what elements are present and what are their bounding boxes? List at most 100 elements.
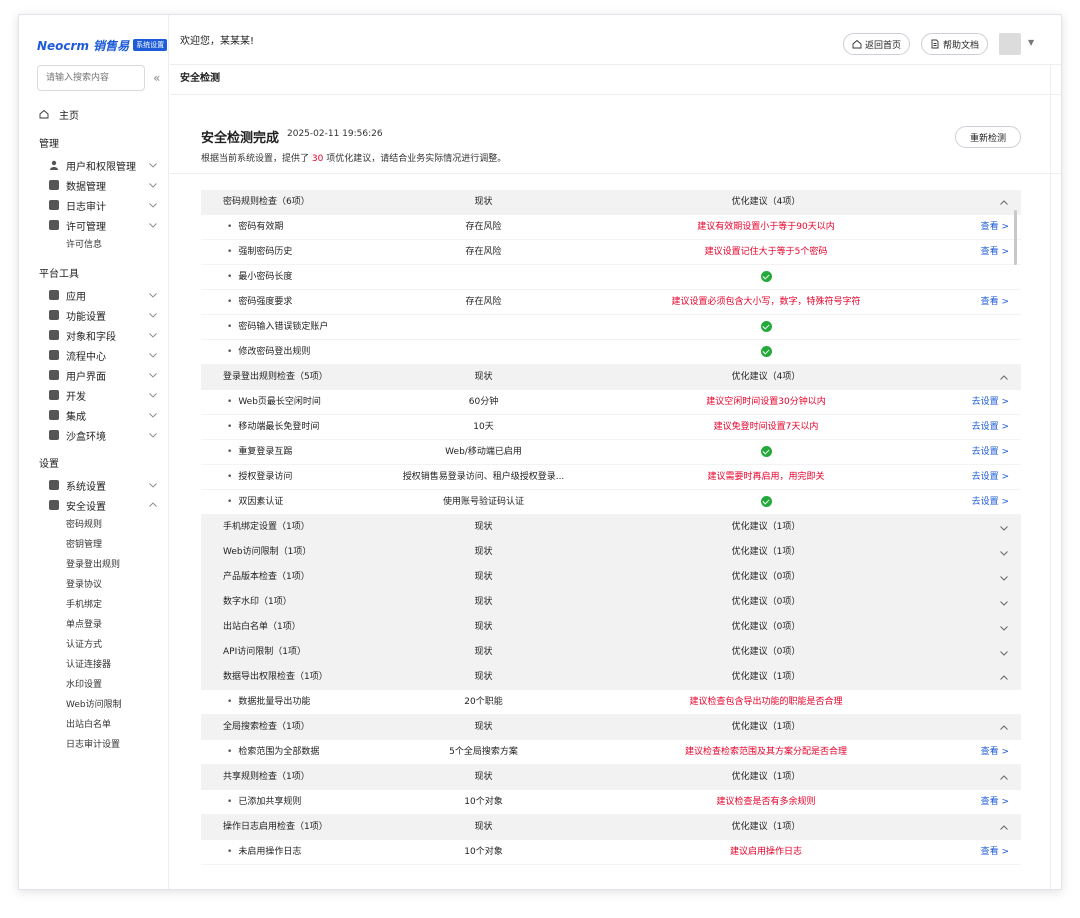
item-status bbox=[401, 340, 566, 365]
logo: Neocrm 销售易 系统设置 bbox=[19, 35, 168, 55]
sidebar-subitem[interactable]: 水印设置 bbox=[66, 680, 103, 690]
item-action-link[interactable]: 查看 > bbox=[980, 222, 1009, 232]
logo-badge: 系统设置 bbox=[133, 39, 168, 51]
group-name: 出站白名单（1项） bbox=[223, 622, 301, 632]
item-action-link[interactable]: 去设置 > bbox=[971, 497, 1009, 507]
group-row[interactable]: 手机绑定设置（1项） 现状 优化建议（1项） bbox=[201, 515, 1021, 540]
item-advice bbox=[621, 440, 911, 465]
group-row[interactable]: 登录登出规则检查（5项） 现状 优化建议（4项） bbox=[201, 365, 1021, 390]
home-button-label: 返回首页 bbox=[865, 40, 902, 51]
item-status bbox=[401, 265, 566, 290]
item-action-link[interactable]: 去设置 > bbox=[971, 447, 1009, 457]
item-name-text: 未启用操作日志 bbox=[238, 847, 302, 857]
sidebar-subitem[interactable]: 日志审计设置 bbox=[66, 740, 121, 750]
sidebar-item[interactable]: 用户界面 bbox=[19, 365, 168, 385]
sidebar-item[interactable]: 沙盒环境 bbox=[19, 425, 168, 445]
chevron-down-icon[interactable] bbox=[999, 648, 1009, 658]
group-row[interactable]: 操作日志启用检查（1项） 现状 优化建议（1项） bbox=[201, 815, 1021, 840]
item-action-link[interactable]: 查看 > bbox=[980, 797, 1009, 807]
group-advice-header: 优化建议（1项） bbox=[731, 672, 801, 682]
home-button[interactable]: 返回首页 bbox=[843, 33, 911, 55]
recheck-button[interactable]: 重新检测 bbox=[955, 126, 1021, 148]
sidebar-item[interactable]: 集成 bbox=[19, 405, 168, 425]
sidebar-item[interactable]: 用户和权限管理 bbox=[19, 155, 168, 175]
group-status-header: 现状 bbox=[474, 197, 493, 207]
chevron-down-icon[interactable] bbox=[999, 523, 1009, 533]
sidebar-item[interactable]: 许可管理 bbox=[19, 215, 168, 235]
group-row[interactable]: API访问限制（1项） 现状 优化建议（0项） bbox=[201, 640, 1021, 665]
chevron-down-icon[interactable] bbox=[999, 623, 1009, 633]
chevron-up-icon[interactable] bbox=[999, 823, 1009, 833]
item-status: 60分钟 bbox=[468, 397, 499, 407]
sidebar-section-title: 管理 bbox=[39, 139, 59, 150]
chevron-up-icon[interactable] bbox=[999, 373, 1009, 383]
table-row: • 最小密码长度 bbox=[201, 265, 1021, 290]
item-action-link[interactable]: 去设置 > bbox=[971, 472, 1009, 482]
sidebar-subitem[interactable]: 密钥管理 bbox=[66, 540, 103, 550]
group-row[interactable]: 出站白名单（1项） 现状 优化建议（0项） bbox=[201, 615, 1021, 640]
chevron-down-icon bbox=[149, 293, 157, 298]
sidebar-subitem[interactable]: 认证方式 bbox=[66, 640, 103, 650]
scrollbar[interactable] bbox=[1014, 210, 1017, 265]
sidebar-item[interactable]: 系统设置 bbox=[19, 475, 168, 495]
check-circle-icon bbox=[760, 496, 772, 507]
chevron-up-icon[interactable] bbox=[999, 723, 1009, 733]
collapse-sidebar-icon[interactable]: « bbox=[153, 71, 161, 85]
avatar[interactable] bbox=[999, 33, 1021, 55]
sidebar-item-label: 许可管理 bbox=[66, 221, 106, 233]
sidebar-subitem[interactable]: 许可信息 bbox=[66, 240, 103, 250]
group-status-header: 现状 bbox=[474, 722, 493, 732]
item-action-link[interactable]: 查看 > bbox=[980, 297, 1009, 307]
app-window: Neocrm 销售易 系统设置 « 主页 管理用户和权限管理数据管理日志审计许可… bbox=[18, 14, 1062, 890]
group-row[interactable]: 密码规则检查（6项） 现状 优化建议（4项） bbox=[201, 190, 1021, 215]
sidebar-subitem[interactable]: 手机绑定 bbox=[66, 600, 103, 610]
chevron-up-icon[interactable] bbox=[999, 773, 1009, 783]
sidebar-item-label: 系统设置 bbox=[66, 481, 106, 493]
sidebar-item[interactable]: 日志审计 bbox=[19, 195, 168, 215]
caret-down-icon[interactable]: ▼ bbox=[1028, 38, 1035, 47]
chevron-up-icon[interactable] bbox=[999, 673, 1009, 683]
sidebar-subitem[interactable]: Web访问限制 bbox=[66, 700, 122, 710]
group-row[interactable]: Web访问限制（1项） 现状 优化建议（1项） bbox=[201, 540, 1021, 565]
item-action-link[interactable]: 查看 > bbox=[980, 747, 1009, 757]
chevron-down-icon[interactable] bbox=[999, 548, 1009, 558]
sidebar-item[interactable]: 数据管理 bbox=[19, 175, 168, 195]
sidebar-section-title: 平台工具 bbox=[39, 269, 79, 280]
group-name: 产品版本检查（1项） bbox=[223, 572, 310, 582]
group-row[interactable]: 产品版本检查（1项） 现状 优化建议（0项） bbox=[201, 565, 1021, 590]
item-action-link[interactable]: 去设置 > bbox=[971, 422, 1009, 432]
item-action-link[interactable]: 查看 > bbox=[980, 247, 1009, 257]
sidebar-subitem[interactable]: 出站白名单 bbox=[66, 720, 112, 730]
chevron-down-icon[interactable] bbox=[999, 598, 1009, 608]
group-row[interactable]: 数据导出权限检查（1项） 现状 优化建议（1项） bbox=[201, 665, 1021, 690]
menu-square-icon bbox=[49, 310, 59, 320]
sidebar-item-label: 安全设置 bbox=[66, 501, 106, 513]
item-action-link[interactable]: 查看 > bbox=[980, 847, 1009, 857]
sidebar-item[interactable]: 应用 bbox=[19, 285, 168, 305]
group-row[interactable]: 全局搜索检查（1项） 现状 优化建议（1项） bbox=[201, 715, 1021, 740]
sidebar-subitem[interactable]: 单点登录 bbox=[66, 620, 103, 630]
group-status-header: 现状 bbox=[474, 672, 493, 682]
item-name-text: 重复登录互踢 bbox=[238, 447, 293, 457]
group-row[interactable]: 数字水印（1项） 现状 优化建议（0项） bbox=[201, 590, 1021, 615]
sidebar-item[interactable]: 功能设置 bbox=[19, 305, 168, 325]
sidebar-item[interactable]: 对象和字段 bbox=[19, 325, 168, 345]
table-row: • 双因素认证 使用账号验证码认证 去设置 > bbox=[201, 490, 1021, 515]
group-status-header: 现状 bbox=[474, 622, 493, 632]
chevron-up-icon[interactable] bbox=[999, 198, 1009, 208]
sidebar-item[interactable]: 开发 bbox=[19, 385, 168, 405]
help-button[interactable]: 帮助文档 bbox=[921, 33, 989, 55]
chevron-down-icon[interactable] bbox=[999, 573, 1009, 583]
item-status: 存在风险 bbox=[465, 297, 502, 307]
search-input[interactable] bbox=[37, 65, 145, 91]
group-row[interactable]: 共享规则检查（1项） 现状 优化建议（1项） bbox=[201, 765, 1021, 790]
sidebar-item-home[interactable]: 主页 bbox=[19, 103, 168, 125]
sidebar-subitem[interactable]: 登录协议 bbox=[66, 580, 103, 590]
sidebar-subitem[interactable]: 密码规则 bbox=[66, 520, 103, 530]
group-name: 数据导出权限检查（1项） bbox=[223, 672, 328, 682]
sidebar-subitem[interactable]: 认证连接器 bbox=[66, 660, 112, 670]
sidebar-item[interactable]: 安全设置 bbox=[19, 495, 168, 515]
sidebar-item[interactable]: 流程中心 bbox=[19, 345, 168, 365]
item-action-link[interactable]: 去设置 > bbox=[971, 397, 1009, 407]
sidebar-subitem[interactable]: 登录登出规则 bbox=[66, 560, 121, 570]
